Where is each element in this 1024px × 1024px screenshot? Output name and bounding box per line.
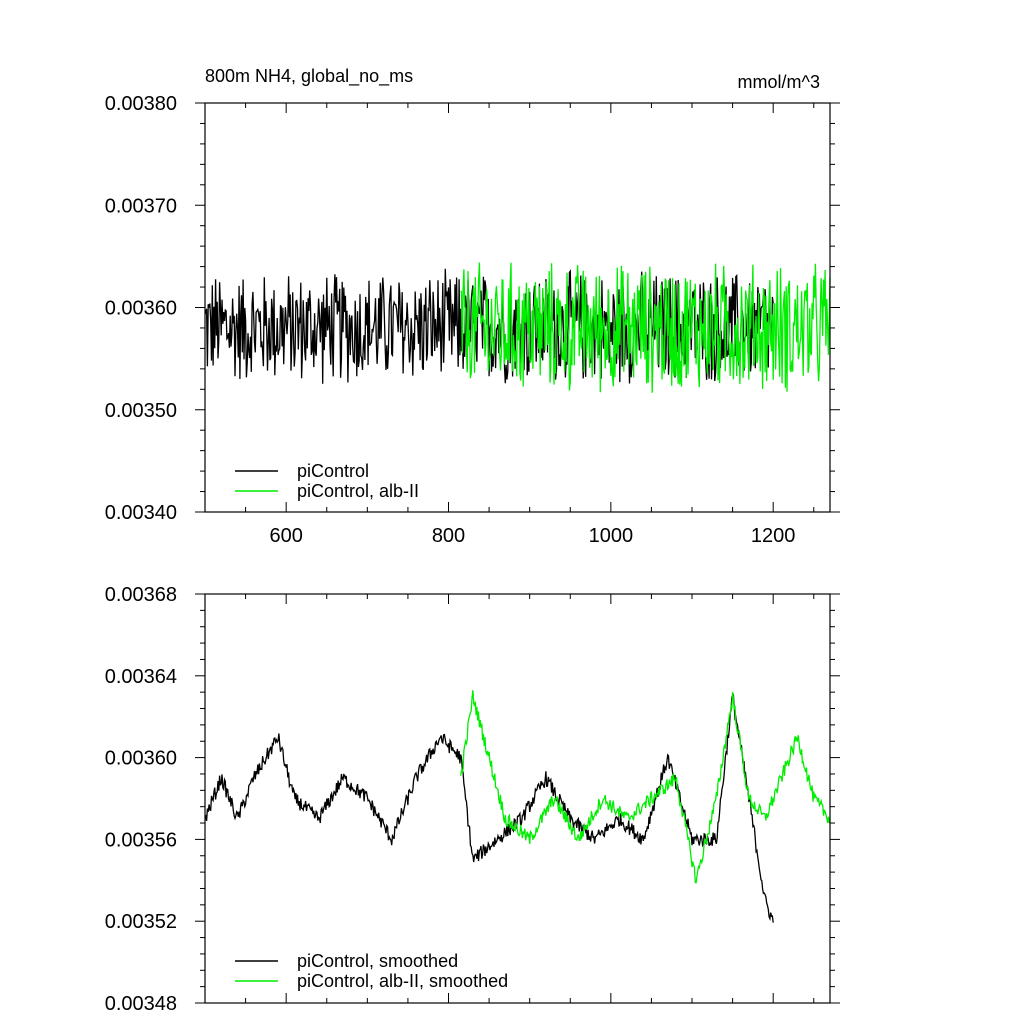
top-title-right: mmol/m^3	[738, 72, 820, 92]
legend-label-alb: piControl, alb-II	[297, 481, 419, 501]
x-tick-label: 1200	[751, 525, 796, 547]
top-title-left: 800m NH4, global_no_ms	[205, 66, 413, 87]
series-line-1-0	[204, 693, 774, 923]
top-ticks: 600 800 1000 1200 0.00340 0.00350 0.00360 0.003…	[105, 93, 840, 547]
y-tick-label: 0.00340	[105, 502, 177, 524]
y-tick-label: 0.00380	[105, 93, 177, 115]
y-tick-label: 0.00360	[105, 748, 177, 770]
top-legend: piControl piControl, alb-II	[235, 461, 419, 501]
y-tick-label: 0.00364	[105, 666, 177, 688]
bottom-legend: piControl, smoothed piControl, alb-II, s…	[235, 951, 508, 991]
bottom-plot-frame	[204, 593, 831, 1004]
y-tick-label: 0.00352	[105, 911, 177, 933]
y-tick-label: 0.00370	[105, 195, 177, 217]
series-line-1-1	[460, 690, 831, 884]
x-tick-label: 800	[432, 525, 465, 547]
y-tick-label: 0.00350	[105, 400, 177, 422]
series-line-0-1	[460, 262, 831, 393]
x-tick-label: 600	[269, 525, 302, 547]
top-series-lines	[204, 262, 831, 393]
y-tick-label: 0.00368	[105, 584, 177, 606]
y-tick-label: 0.00348	[105, 993, 177, 1015]
bottom-ticks: 0.00348 0.00352 0.00356 0.00360 0.00364 0.003…	[105, 584, 840, 1015]
bottom-series-lines	[204, 690, 831, 923]
y-tick-label: 0.00360	[105, 298, 177, 320]
legend-label-alb-smoothed: piControl, alb-II, smoothed	[297, 971, 508, 991]
bottom-panel: 0.00348 0.00352 0.00356 0.00360 0.00364 0.003…	[105, 584, 840, 1015]
legend-label-pi: piControl	[297, 461, 369, 481]
x-tick-label: 1000	[589, 525, 634, 547]
top-panel: 800m NH4, global_no_ms mmol/m^3 600 800 10…	[105, 66, 840, 547]
legend-label-pi-smoothed: piControl, smoothed	[297, 951, 458, 971]
y-tick-label: 0.00356	[105, 829, 177, 851]
